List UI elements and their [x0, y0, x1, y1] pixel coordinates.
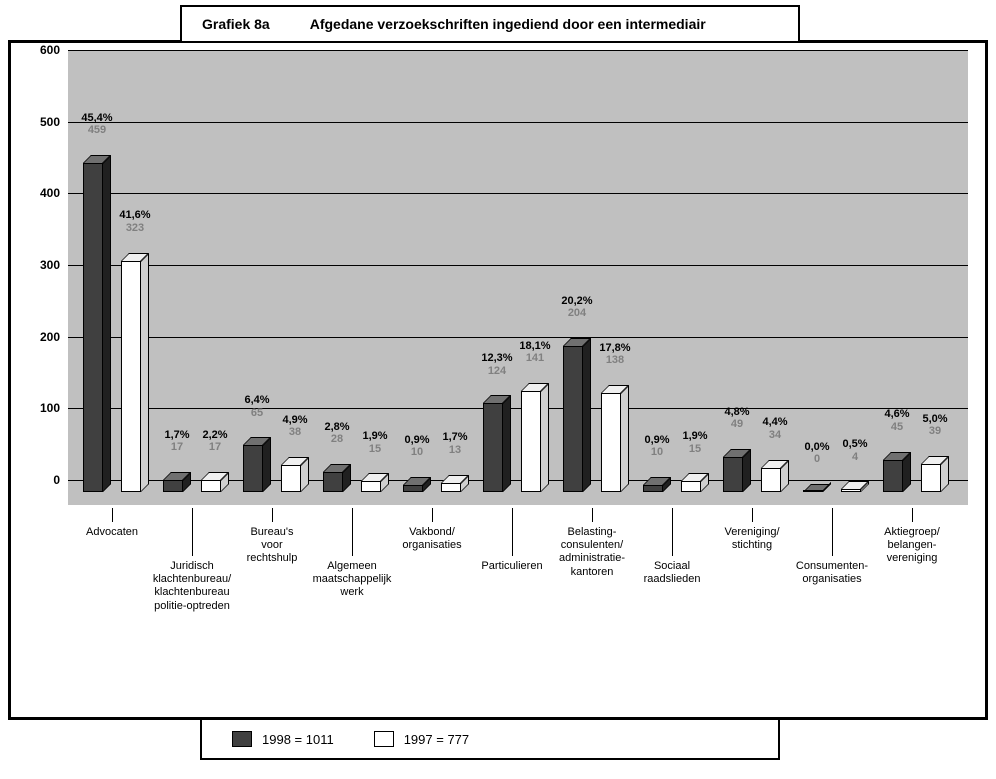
bar — [361, 481, 381, 492]
bar — [643, 485, 663, 492]
bar — [243, 445, 263, 492]
x-category-label: Vereniging/stichting — [697, 526, 807, 552]
bar-value-label: 1,7%13 — [430, 431, 480, 456]
y-tick-label: 500 — [18, 115, 68, 129]
chart-plot-area: 010020030040050060045,4%45941,6%3231,7%1… — [68, 50, 968, 480]
bar — [841, 489, 861, 492]
bar — [681, 481, 701, 492]
chart-title-text: Afgedane verzoekschriften ingediend door… — [310, 16, 706, 32]
gridline — [68, 50, 968, 51]
y-tick-label: 600 — [18, 43, 68, 57]
legend-item-1998: 1998 = 1011 — [232, 731, 334, 747]
bar — [563, 346, 583, 492]
chart-title-label: Grafiek 8a — [202, 16, 270, 32]
bar — [281, 465, 301, 492]
bar — [121, 261, 141, 492]
legend-label-1997: 1997 = 777 — [404, 732, 469, 747]
bar — [521, 391, 541, 492]
bar-value-label: 18,1%141 — [510, 340, 560, 365]
x-category-label: Juridischklachtenbureau/klachtenbureaupo… — [137, 560, 247, 613]
bar — [163, 480, 183, 492]
gridline — [68, 337, 968, 338]
gridline — [68, 408, 968, 409]
legend-swatch-1997 — [374, 731, 394, 747]
y-tick-label: 100 — [18, 401, 68, 415]
x-tick — [592, 508, 593, 522]
bar — [723, 457, 743, 492]
bar-value-label: 4,4%34 — [750, 416, 800, 441]
bar-value-label: 20,2%204 — [552, 295, 602, 320]
gridline — [68, 193, 968, 194]
bar — [921, 464, 941, 492]
bar — [403, 485, 423, 492]
x-tick — [272, 508, 273, 522]
bar — [883, 460, 903, 492]
x-category-label: Algemeenmaatschappelijkwerk — [297, 560, 407, 600]
legend-label-1998: 1998 = 1011 — [262, 732, 334, 747]
y-tick-label: 0 — [18, 473, 68, 487]
bar-value-label: 0,5%4 — [830, 438, 880, 463]
bar — [601, 393, 621, 492]
y-tick-label: 300 — [18, 258, 68, 272]
gridline — [68, 265, 968, 266]
legend-item-1997: 1997 = 777 — [374, 731, 469, 747]
x-tick — [832, 508, 833, 556]
x-category-label: Sociaalraadslieden — [617, 560, 727, 586]
x-category-label: Advocaten — [57, 526, 167, 539]
x-axis-area: AdvocatenJuridischklachtenbureau/klachte… — [68, 508, 968, 648]
bar-value-label: 5,0%39 — [910, 413, 960, 438]
bar — [441, 483, 461, 492]
x-category-label: Vakbond/organisaties — [377, 526, 487, 552]
x-tick — [192, 508, 193, 556]
bar — [483, 403, 503, 492]
x-category-label: Aktiegroep/belangen-vereniging — [857, 526, 967, 566]
chart-legend: 1998 = 1011 1997 = 777 — [200, 718, 780, 760]
bar — [761, 468, 781, 492]
y-tick-label: 200 — [18, 330, 68, 344]
x-tick — [912, 508, 913, 522]
bar-value-label: 41,6%323 — [110, 209, 160, 234]
chart-title-box: Grafiek 8a Afgedane verzoekschriften ing… — [180, 5, 800, 43]
x-tick — [112, 508, 113, 522]
bar — [201, 480, 221, 492]
gridline — [68, 122, 968, 123]
bar-value-label: 2,2%17 — [190, 429, 240, 454]
bar — [83, 163, 103, 492]
bar — [323, 472, 343, 492]
bar-value-label: 1,9%15 — [670, 430, 720, 455]
x-tick — [752, 508, 753, 522]
x-tick — [432, 508, 433, 522]
bar-value-label: 45,4%459 — [72, 112, 122, 137]
bar-value-label: 17,8%138 — [590, 342, 640, 367]
x-tick — [512, 508, 513, 556]
legend-swatch-1998 — [232, 731, 252, 747]
x-tick — [672, 508, 673, 556]
y-tick-label: 400 — [18, 186, 68, 200]
x-tick — [352, 508, 353, 556]
